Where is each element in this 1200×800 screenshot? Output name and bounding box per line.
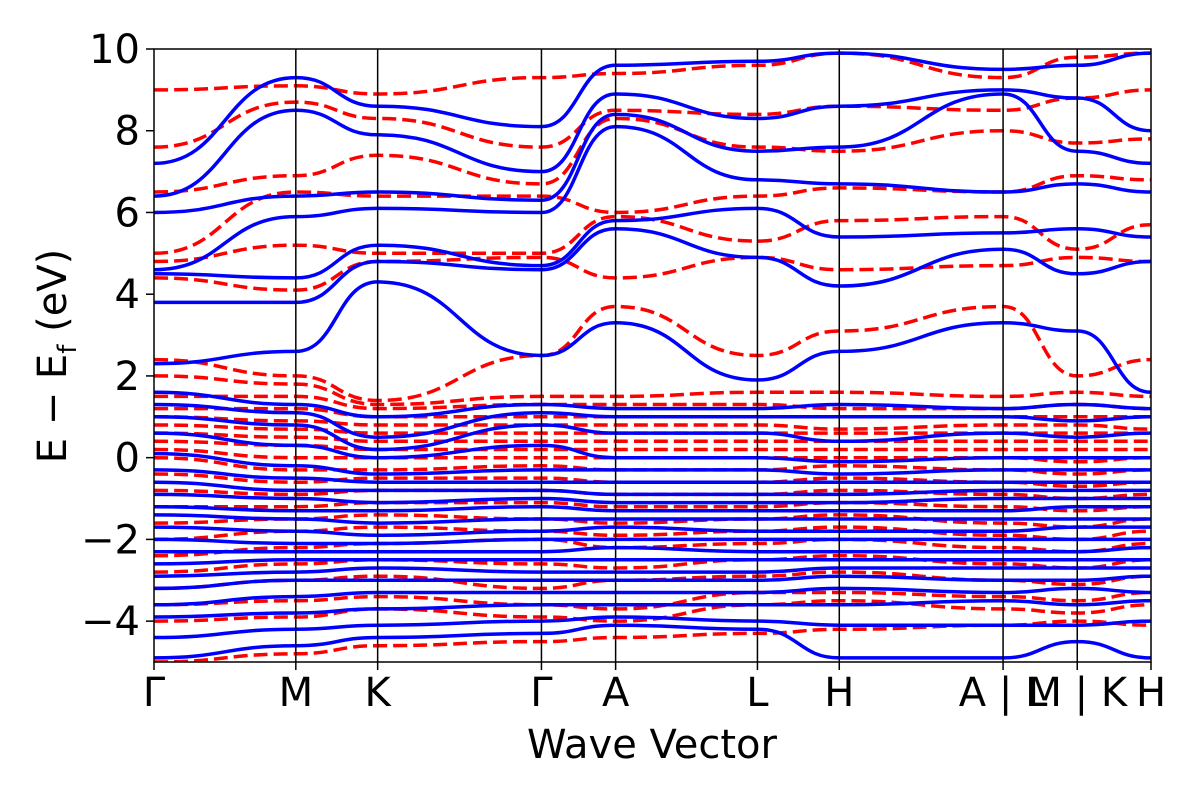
solid-band-line	[154, 92, 1151, 215]
y-tick-label: 2	[115, 354, 140, 400]
solid-band-line	[154, 615, 1151, 640]
solid-band-line	[154, 402, 1151, 439]
x-tick-label: L	[746, 670, 769, 716]
plot-frame	[153, 48, 1152, 663]
y-tick-label: 0	[115, 436, 140, 482]
solid-band-line	[154, 558, 1151, 566]
solid-band-line	[154, 574, 1151, 591]
dashed-band-line	[154, 374, 1151, 407]
solid-band-line	[154, 513, 1151, 525]
x-tick-label: M | K	[1027, 670, 1128, 716]
solid-band-line	[154, 525, 1151, 538]
x-tick-label: A | L	[959, 670, 1048, 716]
solid-band-line	[154, 586, 1151, 607]
dashed-band-line	[154, 51, 1151, 96]
solid-band-line	[154, 206, 1151, 280]
y-tick-label: 6	[115, 190, 140, 236]
dashed-band-line	[154, 415, 1151, 431]
dashed-band-line	[154, 500, 1151, 513]
high-symmetry-lines	[295, 49, 1079, 662]
dashed-band-line	[154, 553, 1151, 574]
x-tick-label: H	[1136, 670, 1166, 716]
solid-band-line	[154, 545, 1151, 554]
dashed-band-line	[154, 439, 1151, 452]
solid-band-line	[154, 390, 1151, 419]
dashed-band-line	[154, 304, 1151, 403]
solid-band-line	[154, 492, 1151, 505]
y-tick-label: 10	[89, 27, 140, 73]
x-tick-label: M	[279, 670, 314, 716]
y-tick-label: −2	[81, 517, 140, 563]
x-axis-label: Wave Vector	[527, 722, 778, 768]
x-tick-label: K	[365, 670, 393, 716]
dashed-band-line	[154, 472, 1151, 489]
solid-band-line	[154, 415, 1151, 452]
dashed-band-line	[154, 488, 1151, 501]
x-tick-label: A	[602, 670, 630, 716]
solid-band-line	[154, 451, 1151, 476]
y-tick-label: 8	[115, 109, 140, 155]
solid-band-line	[154, 51, 1151, 166]
y-tick-label: −4	[81, 599, 140, 645]
x-tick-label: Γ	[530, 670, 553, 716]
dashed-band-line	[154, 447, 1151, 464]
solid-band-line	[154, 480, 1151, 497]
solid-band-line	[154, 431, 1151, 464]
y-axis-label: E − Ef (eV)	[30, 249, 83, 464]
dashed-band-line	[154, 537, 1151, 558]
dashed-band-line	[154, 513, 1151, 529]
solid-band-line	[154, 504, 1151, 513]
solid-band-line	[154, 227, 1151, 305]
dashed-band-line	[154, 431, 1151, 444]
solid-band-line	[154, 566, 1151, 578]
y-axis-ticks: −4 −2 0 2 4 6 8 10	[81, 27, 154, 645]
dashed-band-line	[154, 598, 1151, 623]
x-tick-label: Γ	[143, 670, 166, 716]
solid-band-line	[154, 280, 1151, 395]
dashed-band-line	[154, 88, 1151, 149]
x-tick-label: H	[824, 670, 854, 716]
y-tick-label: 4	[115, 272, 140, 318]
solid-band-line	[154, 537, 1151, 546]
dashed-band-line	[154, 394, 1151, 411]
solid-band-line	[154, 623, 1151, 660]
solid-band-line	[154, 598, 1151, 619]
bands-layer	[154, 51, 1151, 662]
dashed-band-line	[154, 214, 1151, 264]
solid-band-line	[154, 88, 1151, 198]
dashed-band-line	[154, 255, 1151, 292]
dashed-band-line	[154, 525, 1151, 542]
solid-band-line	[154, 124, 1151, 272]
solid-band-line	[154, 468, 1151, 484]
dashed-band-line	[154, 116, 1151, 194]
dashed-band-line	[154, 173, 1151, 256]
dashed-band-line	[154, 590, 1151, 611]
